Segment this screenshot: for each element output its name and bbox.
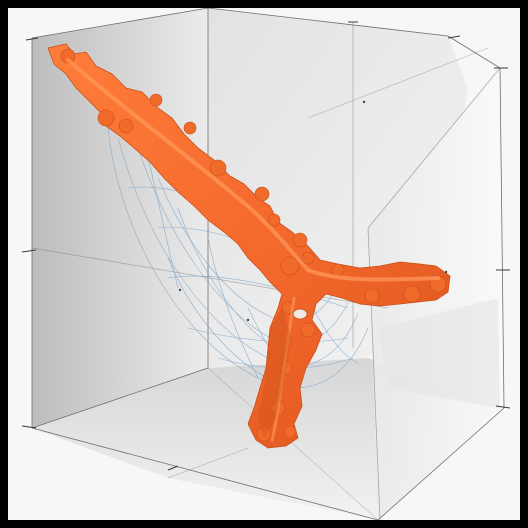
structure-highlight [66,58,440,282]
orange-branching-structure [47,43,451,449]
panel-shade [378,298,500,408]
branch-hole [292,308,308,320]
markers [178,100,448,322]
structure-shadow [258,308,292,438]
scene-svg [21,8,511,520]
tick-marks [21,21,511,471]
lower-branch-highlight [270,296,296,442]
render-canvas [8,8,520,520]
